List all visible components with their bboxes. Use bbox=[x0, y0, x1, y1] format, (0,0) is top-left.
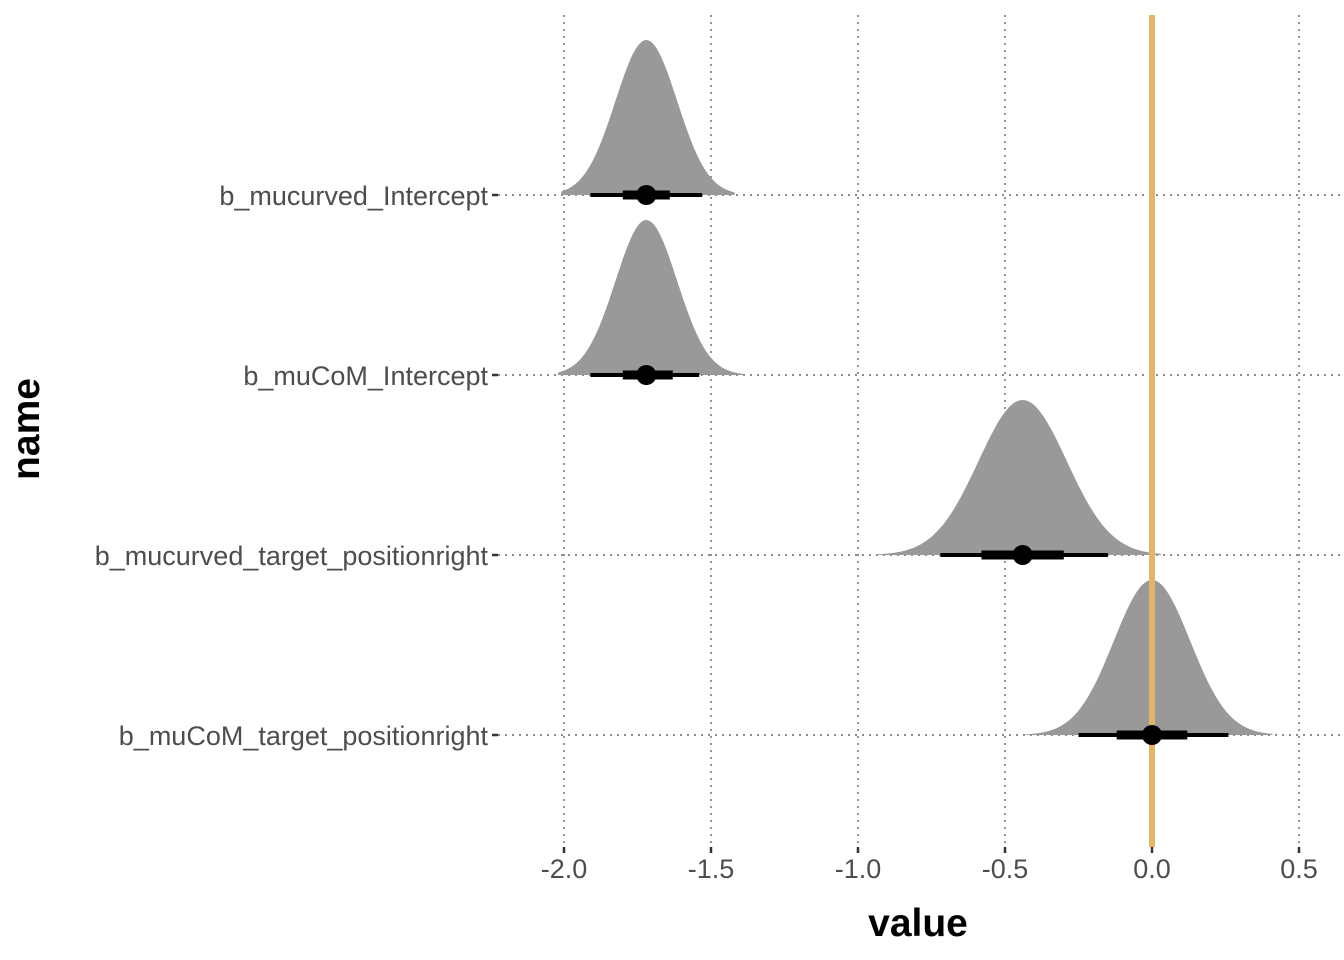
density-b_mucurved_target_positionright bbox=[875, 400, 1161, 555]
point-estimate-b_mucurved_Intercept bbox=[636, 185, 657, 205]
y-tick-label: b_mucurved_target_positionright bbox=[95, 541, 489, 571]
density-b_muCoM_Intercept bbox=[558, 220, 744, 375]
x-tick-label: 0.0 bbox=[1133, 854, 1171, 884]
y-axis: b_mucurved_Intercept b_muCoM_Intercept b_m… bbox=[95, 181, 498, 751]
x-tick-label: -1.0 bbox=[835, 854, 882, 884]
density-b_mucurved_Intercept bbox=[561, 40, 735, 195]
x-tick-label: -0.5 bbox=[982, 854, 1029, 884]
y-axis-title: name bbox=[5, 378, 48, 480]
y-tick-label: b_mucurved_Intercept bbox=[219, 181, 488, 211]
point-estimate-b_muCoM_Intercept bbox=[636, 365, 657, 385]
x-tick-label: -1.5 bbox=[688, 854, 735, 884]
point-estimate-b_mucurved_target_positionright bbox=[1012, 545, 1033, 565]
x-axis-title: value bbox=[868, 902, 968, 945]
y-tick-label: b_muCoM_Intercept bbox=[243, 361, 488, 391]
x-tick-label: -2.0 bbox=[541, 854, 588, 884]
x-axis: -2.0 -1.5 -1.0 -0.5 0.0 0.5 bbox=[541, 847, 1318, 884]
interval-layer bbox=[590, 185, 1229, 745]
point-estimate-b_muCoM_target_positionright bbox=[1142, 725, 1162, 745]
density-layer bbox=[558, 40, 1273, 735]
y-tick-label: b_muCoM_target_positionright bbox=[119, 721, 489, 751]
x-tick-label: 0.5 bbox=[1280, 854, 1318, 884]
